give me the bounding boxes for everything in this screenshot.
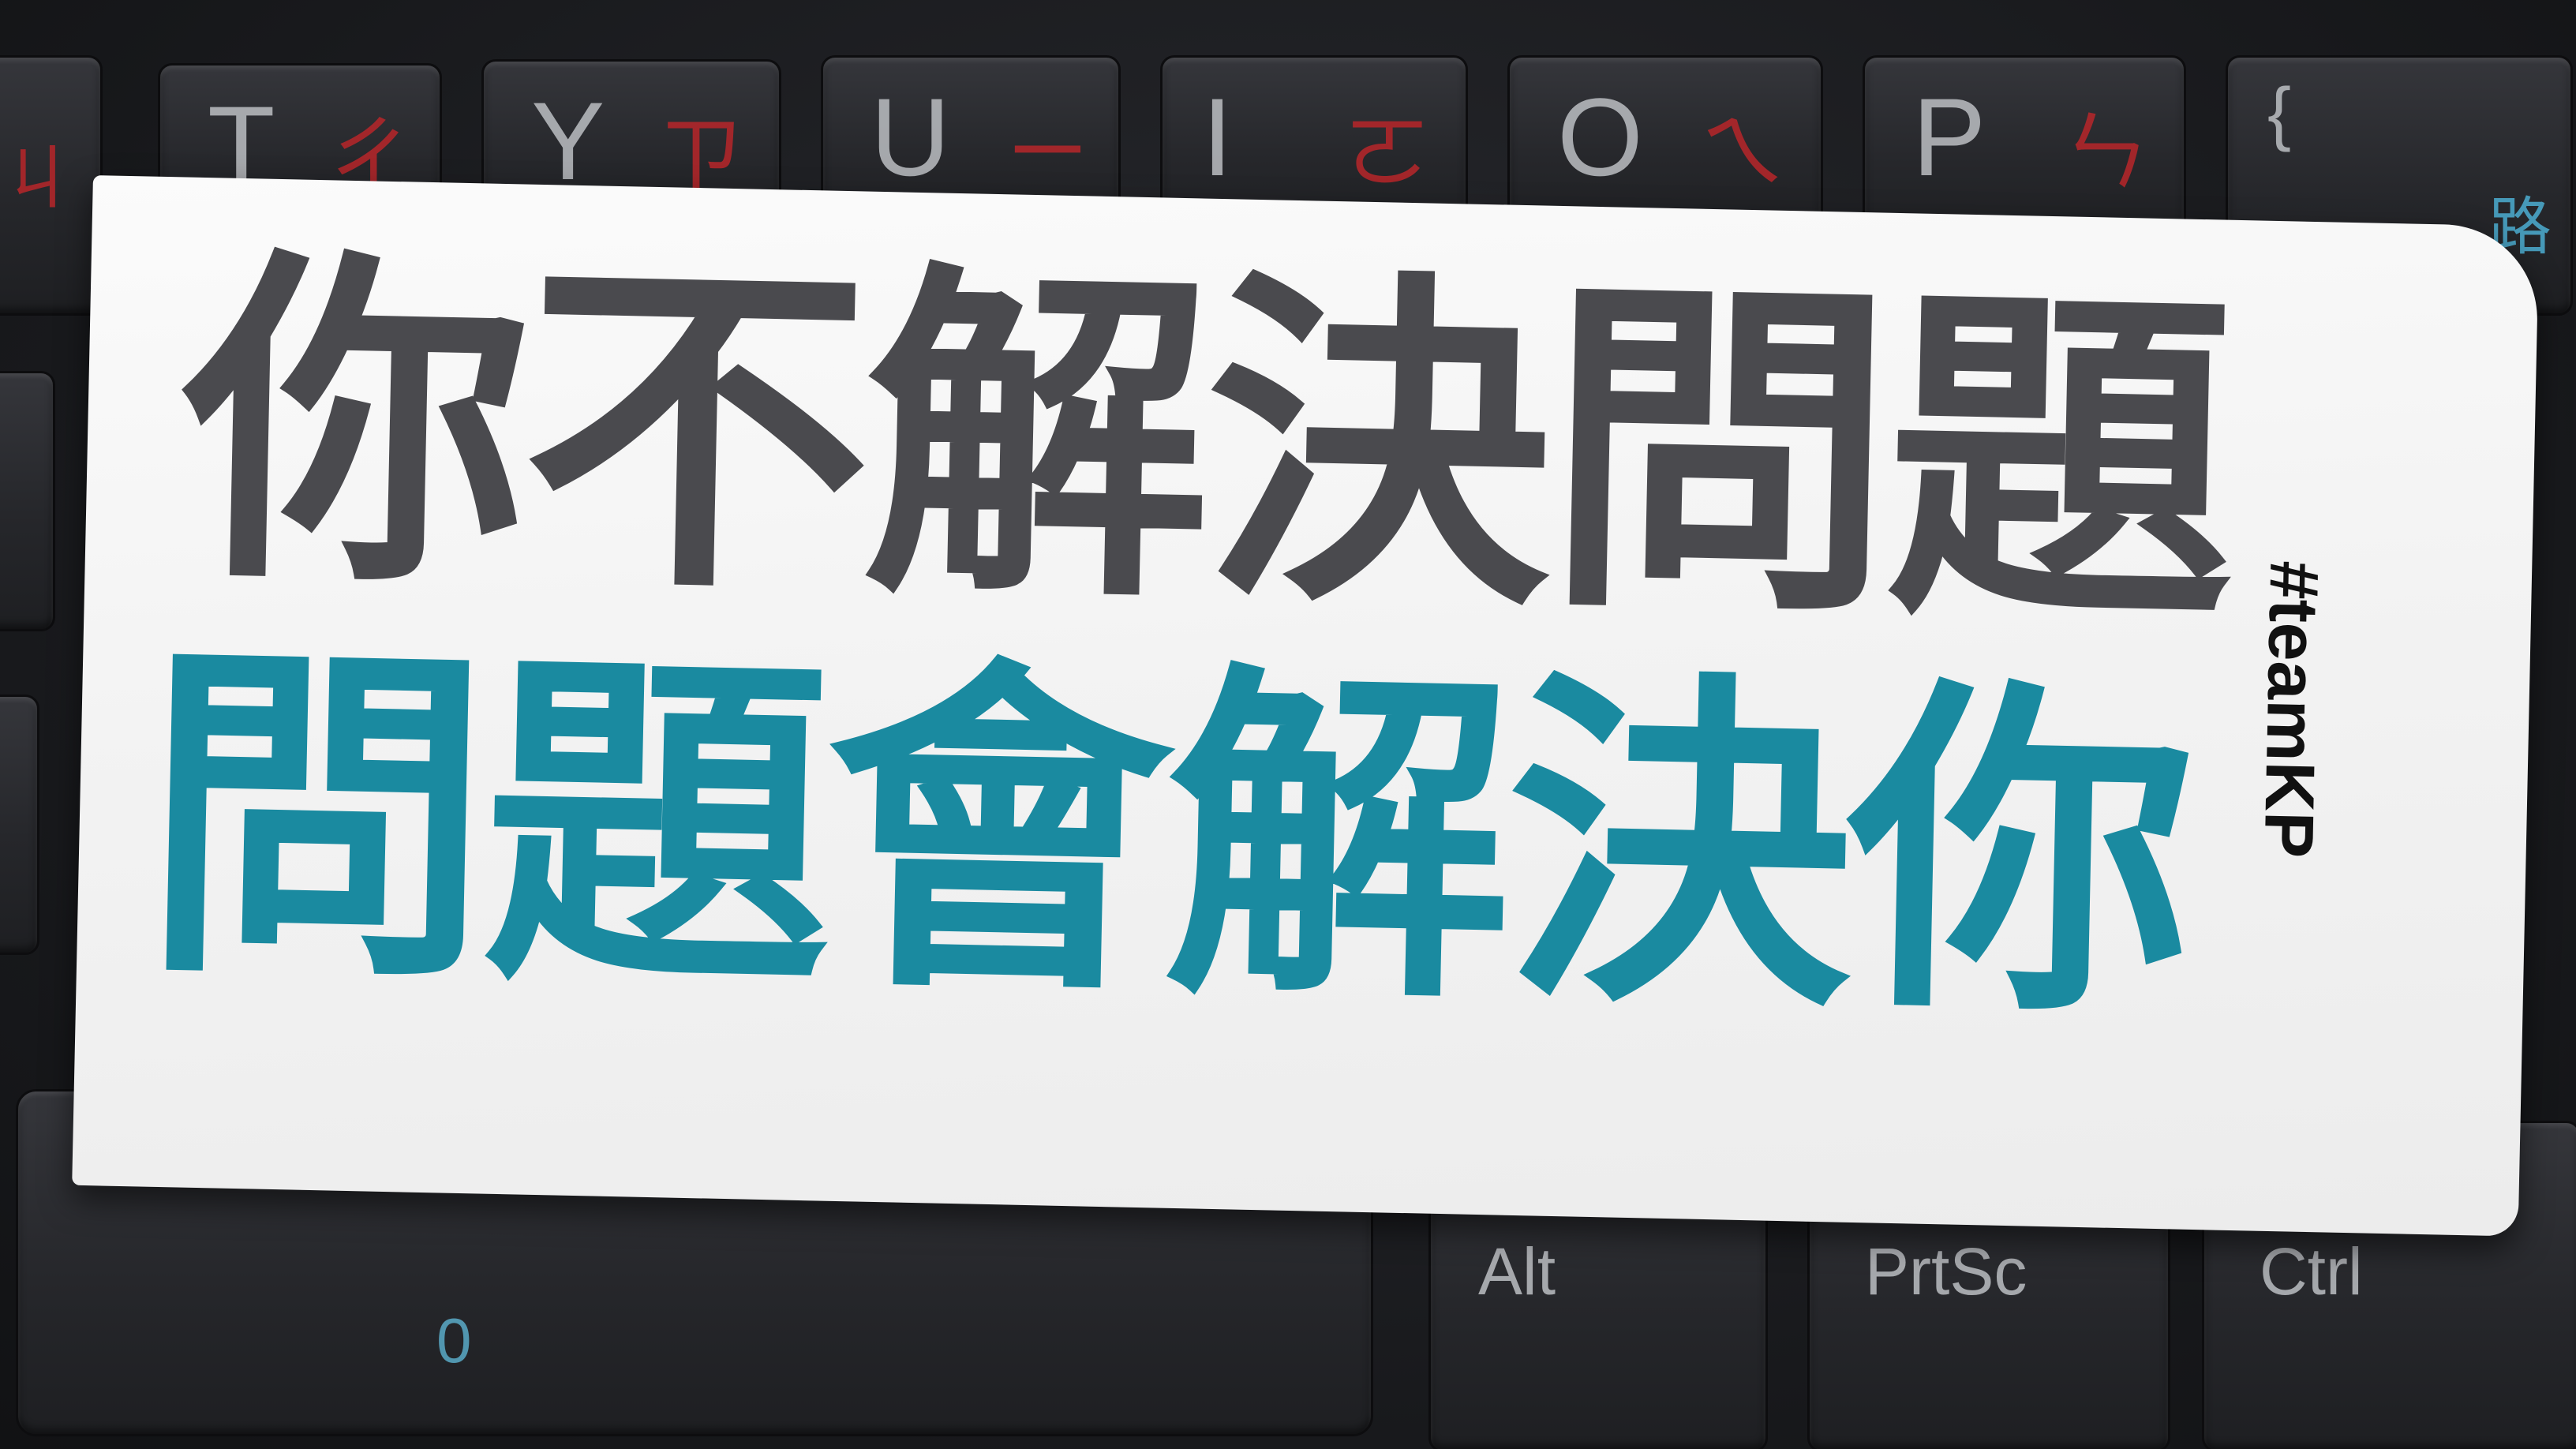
key-left-mid[interactable] (0, 371, 55, 631)
space-bar-legend: 0 (436, 1305, 472, 1376)
key-i-sub: ㄛ (1344, 102, 1431, 203)
key-u-sub: ㄧ (1005, 102, 1091, 203)
sticker-line-2: 問題會解決你 (138, 613, 2192, 1061)
key-left-lower[interactable] (0, 695, 39, 955)
key-p-letter: P (1912, 75, 1986, 199)
key-left-sub: ㄐ (2, 137, 73, 220)
key-o-letter: O (1557, 75, 1643, 199)
sticker: 你不解決問題 問題會解決你 #teamKP (72, 175, 2540, 1237)
key-u-letter: U (871, 75, 951, 199)
key-y-letter: Y (531, 79, 605, 203)
key-i-letter: I (1202, 75, 1233, 199)
key-left-partial[interactable]: ㄐ (0, 55, 103, 316)
sticker-hashtag: #teamKP (2249, 560, 2334, 859)
key-p-sub: ㄣ (2062, 102, 2149, 203)
key-prtsc-legend: PrtSc (1865, 1234, 2027, 1309)
key-alt-legend: Alt (1478, 1234, 1556, 1309)
key-o-sub: ㄟ (1699, 102, 1786, 203)
key-ctrl-legend: Ctrl (2260, 1234, 2363, 1309)
key-brace-letter: { (2267, 74, 2292, 153)
sticker-line-1: 你不解決問題 (178, 219, 2233, 667)
